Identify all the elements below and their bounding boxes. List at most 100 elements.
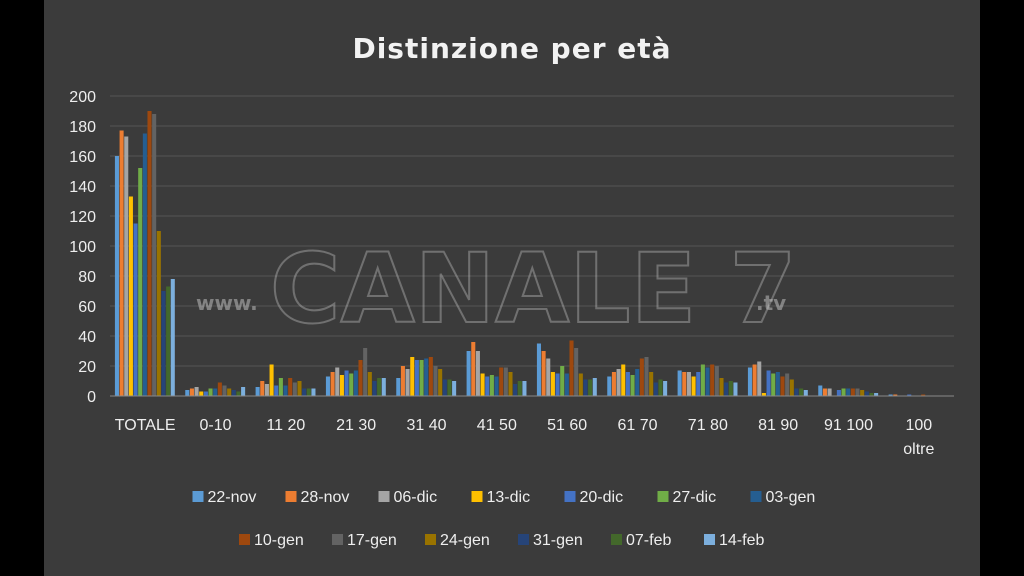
- legend-swatch: [425, 534, 436, 545]
- bar: [822, 388, 827, 396]
- bar: [850, 388, 855, 396]
- bar: [639, 358, 644, 396]
- y-tick-label: 140: [69, 179, 96, 196]
- legend-label: 07-feb: [626, 532, 671, 549]
- bar: [921, 394, 926, 396]
- watermark: www. CANALE 7 .tv: [196, 232, 797, 346]
- bar: [480, 373, 485, 396]
- chart-svg: Distinzione per età 0 20 40 60 80 100 120 140 16…: [69, 32, 954, 549]
- bar: [367, 372, 372, 396]
- legend-label: 14-feb: [719, 532, 764, 549]
- bar: [166, 286, 171, 396]
- bar: [893, 394, 898, 396]
- bar: [621, 364, 626, 396]
- bar: [710, 364, 715, 396]
- bar: [513, 384, 518, 396]
- bar: [588, 379, 593, 396]
- gridlines: [110, 95, 954, 367]
- bar: [264, 384, 269, 396]
- x-tick-label: 51 60: [547, 417, 587, 434]
- x-tick-label: 71 80: [688, 417, 728, 434]
- bar: [578, 373, 583, 396]
- legend-label: 28-nov: [301, 489, 350, 506]
- bar: [649, 372, 654, 396]
- bar: [663, 381, 668, 396]
- legend-label: 20-dic: [580, 489, 624, 506]
- x-tick-label: 91 100: [824, 417, 873, 434]
- bar: [142, 133, 147, 396]
- bar: [827, 388, 832, 396]
- bar: [217, 382, 222, 396]
- bar: [147, 111, 152, 396]
- bar: [607, 376, 612, 396]
- bar: [325, 376, 330, 396]
- chart-title: Distinzione per età: [352, 32, 671, 65]
- bar: [231, 390, 236, 396]
- bar: [616, 369, 621, 396]
- bar: [536, 343, 541, 396]
- bar: [696, 372, 701, 396]
- bar: [278, 378, 283, 396]
- x-tick-label: 0-10: [199, 417, 231, 434]
- bar: [888, 394, 893, 396]
- bar: [363, 348, 368, 396]
- bar: [269, 364, 274, 396]
- bar: [785, 373, 790, 396]
- legend-label: 22-nov: [208, 489, 257, 506]
- bar: [438, 369, 443, 396]
- bar: [311, 388, 316, 396]
- bar: [396, 378, 401, 396]
- bar: [841, 388, 846, 396]
- bar: [700, 364, 705, 396]
- bar: [799, 388, 804, 396]
- bar: [414, 360, 419, 396]
- watermark-brand: CANALE 7: [270, 233, 796, 345]
- bar: [686, 372, 691, 396]
- bar: [288, 378, 293, 396]
- bar: [846, 388, 851, 396]
- bar: [306, 388, 311, 396]
- bar: [255, 387, 260, 396]
- bar: [630, 375, 635, 396]
- bar: [475, 351, 480, 396]
- bar: [424, 358, 429, 396]
- bar: [208, 388, 213, 396]
- bar: [794, 388, 799, 396]
- bar: [358, 360, 363, 396]
- bar: [292, 382, 297, 396]
- bar: [419, 360, 424, 396]
- bar: [428, 357, 433, 396]
- bar: [625, 372, 630, 396]
- bar: [471, 342, 476, 396]
- bar: [803, 390, 808, 396]
- x-tick-label: 81 90: [758, 417, 798, 434]
- bar: [757, 361, 762, 396]
- bar: [775, 372, 780, 396]
- bar: [128, 196, 133, 396]
- y-tick-label: 100: [69, 239, 96, 256]
- bar: [381, 378, 386, 396]
- bar: [194, 387, 199, 396]
- bar: [335, 367, 340, 396]
- y-tick-label: 180: [69, 119, 96, 136]
- bar: [236, 391, 241, 396]
- bar: [860, 390, 865, 396]
- bar: [260, 381, 265, 396]
- bar: [161, 291, 166, 396]
- bar: [560, 366, 565, 396]
- bar: [222, 385, 227, 396]
- bar: [789, 379, 794, 396]
- bar: [410, 357, 415, 396]
- legend-label: 03-gen: [766, 489, 816, 506]
- x-tick-label: 11 20: [266, 417, 305, 434]
- bar: [869, 393, 874, 396]
- bar: [653, 382, 658, 396]
- bar: [138, 168, 143, 396]
- y-axis-ticks: 0 20 40 60 80 100 120 140 160 180 200: [69, 89, 96, 406]
- x-tick-label: 61 70: [617, 417, 657, 434]
- bar: [114, 156, 119, 396]
- bar: [555, 373, 560, 396]
- legend-swatch: [657, 491, 669, 502]
- bar: [907, 394, 912, 396]
- bar: [433, 366, 438, 396]
